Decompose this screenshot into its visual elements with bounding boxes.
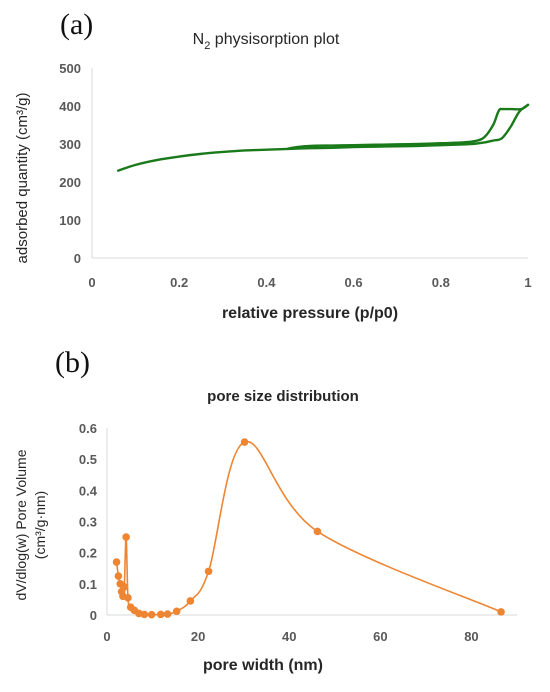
adsorption-line (116, 103, 530, 172)
chart-a-x-label: relative pressure (p/p0) (222, 305, 398, 322)
chart-a-y-tick: 400 (59, 99, 81, 114)
data-point (147, 610, 156, 619)
chart-b-x-ticks: 0 20 40 60 80 (103, 629, 478, 644)
chart-b-x-tick: 20 (191, 629, 205, 644)
data-point (172, 607, 181, 616)
data-point (120, 583, 129, 591)
chart-b-x-tick: 60 (373, 629, 387, 644)
panel-label-b: (b) (55, 346, 90, 379)
data-point (156, 610, 165, 619)
chart-a-y-ticks: 0 100 200 300 400 500 (59, 61, 81, 266)
chart-a-x-tick: 0.2 (170, 275, 188, 290)
chart-b-title: pore size distribution (207, 388, 359, 405)
chart-b-x-tick: 40 (282, 629, 296, 644)
chart-a-title-main: N (193, 31, 205, 48)
chart-a-y-label: adsorbed quantity (cm³/g) (14, 93, 31, 264)
data-point (140, 610, 149, 619)
chart-a-y-tick: 200 (59, 175, 81, 190)
chart-b-x-tick: 0 (103, 629, 110, 644)
chart-a-y-tick: 300 (59, 137, 81, 152)
chart-a-series (116, 103, 530, 172)
chart-b-y-ticks: 0 0.1 0.2 0.3 0.4 0.5 0.6 (79, 421, 98, 623)
data-point (122, 533, 130, 541)
data-point (163, 610, 172, 618)
chart-b-y-tick: 0.5 (79, 452, 97, 467)
data-point (240, 438, 249, 446)
chart-a-x-tick: 0 (88, 275, 95, 290)
chart-b-y-tick: 0.1 (79, 577, 97, 592)
chart-a-title-sub: 2 (204, 40, 210, 52)
chart-a-y-tick: 0 (74, 251, 81, 266)
chart-a-y-tick: 100 (59, 213, 81, 228)
data-point (124, 594, 132, 602)
chart-b: (b) pore size distribution 0 20 40 60 80 0 0.… (13, 346, 517, 674)
chart-b-x-tick: 80 (464, 629, 478, 644)
chart-b-y-tick: 0.6 (79, 421, 97, 436)
data-point (112, 558, 121, 566)
chart-a-x-ticks: 0 0.2 0.4 0.6 0.8 1 (88, 275, 531, 290)
chart-b-y-label: dV/dlog(w) Pore Volume (13, 449, 29, 600)
data-point (313, 527, 322, 536)
data-point (186, 597, 195, 605)
data-point (114, 572, 123, 580)
chart-a-x-tick: 0.6 (345, 275, 363, 290)
data-point (204, 567, 213, 576)
pore-size-line (115, 441, 502, 616)
chart-b-series (112, 438, 505, 619)
chart-a-x-tick: 0.8 (432, 275, 450, 290)
chart-b-y-label-units: (cm³/g·nm) (32, 491, 48, 559)
chart-a-x-tick: 0.4 (257, 275, 276, 290)
chart-b-y-tick: 0.3 (79, 515, 97, 530)
panel-label-a: (a) (60, 8, 93, 41)
chart-a-title-rest: physisorption plot (210, 31, 340, 48)
chart-b-x-label: pore width (nm) (203, 657, 323, 674)
chart-a-x-tick: 1 (524, 275, 531, 290)
data-point (497, 608, 505, 616)
chart-b-y-tick: 0 (90, 608, 97, 623)
chart-b-y-tick: 0.2 (79, 546, 97, 561)
desorption-line (287, 103, 530, 150)
chart-a-title: N2 physisorption plot (193, 31, 340, 52)
chart-a-y-tick: 500 (59, 61, 81, 76)
chart-b-y-tick: 0.4 (79, 483, 98, 498)
chart-a: (a) N2 physisorption plot 0 0.2 0.4 0.6 0.8 1… (14, 8, 532, 322)
